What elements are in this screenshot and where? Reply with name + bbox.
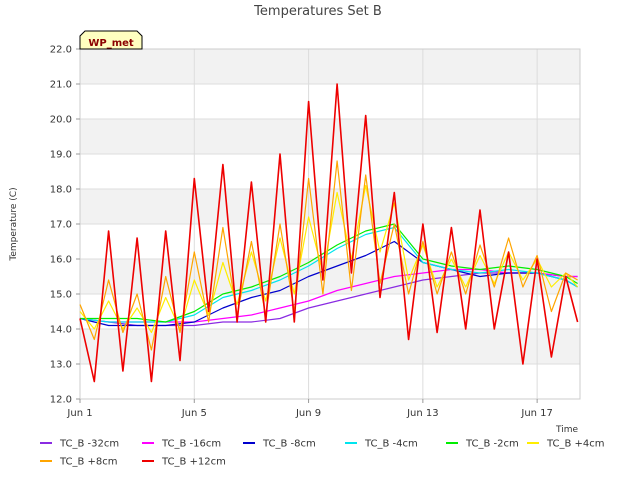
legend-item: TC_B -2cm <box>446 439 519 450</box>
y-tick-label: 13.0 <box>50 360 72 371</box>
y-tick-label: 18.0 <box>50 185 72 196</box>
station-badge-label: WP_met <box>88 38 134 49</box>
series-line-tc-b-2cm <box>80 223 578 323</box>
legend-item: TC_B +4cm <box>527 439 605 450</box>
legend-item: TC_B +8cm <box>40 457 118 468</box>
legend-label: TC_B -2cm <box>465 439 519 450</box>
legend-item: TC_B -16cm <box>142 439 221 450</box>
y-tick-label: 16.0 <box>50 255 72 266</box>
series-line-tc-b-8cm <box>79 240 578 327</box>
y-axis-label: Temperature (C) <box>9 187 19 261</box>
legend-item: TC_B +12cm <box>142 457 226 468</box>
legend-label: TC_B -8cm <box>262 439 316 450</box>
background-band <box>80 119 580 154</box>
x-tick-label: Jun 13 <box>406 408 439 419</box>
legend-item: TC_B -4cm <box>345 439 418 450</box>
series-line-tc-b-12cm <box>79 83 579 383</box>
y-tick-label: 14.0 <box>50 325 72 336</box>
legend-label: TC_B +4cm <box>546 439 605 450</box>
y-tick-label: 22.0 <box>50 45 72 56</box>
series-line-tc-b-8cm <box>79 160 578 351</box>
series-lines <box>79 83 579 383</box>
y-tick-label: 20.0 <box>50 115 72 126</box>
background-band <box>80 189 580 224</box>
x-tick-label: Jun 9 <box>295 408 321 419</box>
legend-label: TC_B +8cm <box>59 457 118 468</box>
station-badge-box <box>79 30 143 50</box>
legend: TC_B -32cm TC_B -16cm TC_B -8cm TC_B -4cm TC… <box>40 439 605 468</box>
x-axis-label: Time <box>555 425 578 435</box>
x-axis-ticks: Jun 1 Jun 5 Jun 9 Jun 13 Jun 17 <box>66 399 553 419</box>
legend-label: TC_B -16cm <box>161 439 221 450</box>
x-tick-label: Jun 1 <box>66 408 92 419</box>
station-badge: WP_met <box>79 30 143 50</box>
y-tick-label: 21.0 <box>50 80 72 91</box>
legend-label: TC_B +12cm <box>161 457 226 468</box>
x-tick-label: Jun 5 <box>181 408 207 419</box>
y-axis-ticks: 12.0 13.0 14.0 15.0 16.0 17.0 18.0 19.0 20.0 21.0… <box>50 45 80 406</box>
y-tick-label: 15.0 <box>50 290 72 301</box>
legend-label: TC_B -32cm <box>59 439 119 450</box>
plot-background-bands <box>80 49 580 364</box>
chart-title: Temperatures Set B <box>253 4 382 19</box>
legend-item: TC_B -8cm <box>243 439 316 450</box>
y-tick-label: 19.0 <box>50 150 72 161</box>
y-tick-label: 17.0 <box>50 220 72 231</box>
background-band <box>80 329 580 364</box>
legend-item: TC_B -32cm <box>40 439 119 450</box>
background-band <box>80 259 580 294</box>
legend-label: TC_B -4cm <box>364 439 418 450</box>
x-tick-label: Jun 17 <box>520 408 553 419</box>
y-tick-label: 12.0 <box>50 395 72 406</box>
background-band <box>80 49 580 84</box>
